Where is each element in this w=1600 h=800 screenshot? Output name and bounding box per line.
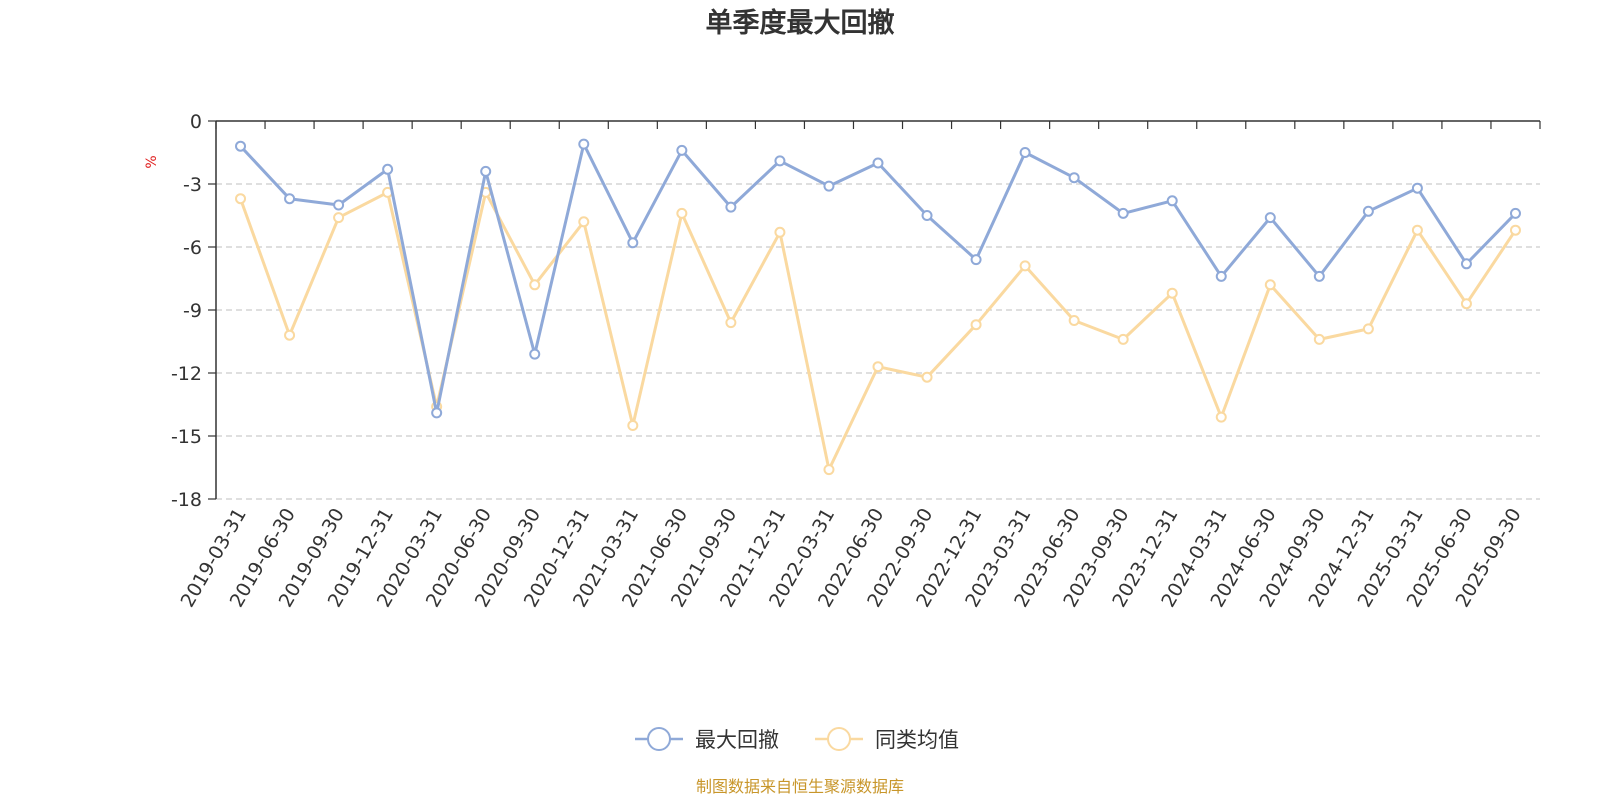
data-point[interactable] xyxy=(970,319,982,331)
y-tick-label: -9 xyxy=(183,300,202,322)
data-point[interactable] xyxy=(872,361,884,373)
series-lines xyxy=(235,138,1521,476)
y-tick-label: -15 xyxy=(171,426,202,448)
data-point[interactable] xyxy=(529,348,541,360)
data-point[interactable] xyxy=(1362,323,1374,335)
data-point[interactable] xyxy=(921,210,933,221)
data-point[interactable] xyxy=(1460,258,1472,270)
data-point[interactable] xyxy=(725,201,737,213)
data-point[interactable] xyxy=(235,193,247,205)
data-point[interactable] xyxy=(823,464,835,476)
data-point[interactable] xyxy=(235,140,247,152)
data-point[interactable] xyxy=(1411,224,1423,236)
legend-label: 同类均值 xyxy=(875,728,959,752)
data-point[interactable] xyxy=(627,237,639,249)
legend-circle-marker xyxy=(647,727,671,751)
data-point[interactable] xyxy=(1460,298,1472,310)
data-point[interactable] xyxy=(1509,207,1521,219)
data-point[interactable] xyxy=(774,155,786,167)
data-point[interactable] xyxy=(1411,182,1423,194)
legend-item-1[interactable]: 最大回撤 xyxy=(635,727,779,752)
data-point[interactable] xyxy=(333,199,345,211)
data-point[interactable] xyxy=(676,207,688,219)
data-point[interactable] xyxy=(1509,224,1521,236)
legend[interactable]: 最大回撤 同类均值 xyxy=(635,727,959,752)
data-point[interactable] xyxy=(284,329,296,341)
y-tick-label: -6 xyxy=(183,237,202,259)
data-point[interactable] xyxy=(1166,287,1178,299)
data-point[interactable] xyxy=(676,144,688,156)
data-point[interactable] xyxy=(1117,207,1129,219)
data-point[interactable] xyxy=(1313,270,1325,282)
data-point[interactable] xyxy=(1362,205,1374,217)
data-point[interactable] xyxy=(823,180,835,192)
data-point[interactable] xyxy=(872,157,884,169)
data-point[interactable] xyxy=(431,407,443,419)
series-line-2 xyxy=(239,190,1517,472)
data-point[interactable] xyxy=(627,420,639,431)
data-point[interactable] xyxy=(333,212,345,224)
y-axis-unit: % xyxy=(144,155,160,168)
data-point[interactable] xyxy=(1117,333,1129,345)
data-point[interactable] xyxy=(921,371,933,383)
legend-circle-marker xyxy=(827,727,851,751)
data-point[interactable] xyxy=(1313,333,1325,345)
data-point[interactable] xyxy=(1068,315,1080,326)
data-point[interactable] xyxy=(578,216,590,228)
data-point[interactable] xyxy=(1019,147,1031,158)
data-point[interactable] xyxy=(1264,279,1276,291)
data-source-note: 制图数据来自恒生聚源数据库 xyxy=(696,777,904,796)
data-point[interactable] xyxy=(1019,260,1031,272)
y-tick-label: 0 xyxy=(190,111,202,133)
data-point[interactable] xyxy=(1215,270,1227,282)
legend-label: 最大回撤 xyxy=(695,728,779,752)
data-point[interactable] xyxy=(480,165,492,177)
grid-lines xyxy=(216,183,1540,500)
y-tick-label: -3 xyxy=(183,174,202,196)
data-point[interactable] xyxy=(578,138,590,150)
data-point[interactable] xyxy=(774,226,786,238)
data-point[interactable] xyxy=(1166,195,1178,207)
data-point[interactable] xyxy=(1215,411,1227,423)
y-tick-label: -18 xyxy=(171,489,202,511)
data-point[interactable] xyxy=(725,317,737,329)
data-point[interactable] xyxy=(970,254,982,266)
data-point[interactable] xyxy=(529,279,541,291)
legend-item-2[interactable]: 同类均值 xyxy=(815,727,959,752)
data-point[interactable] xyxy=(1264,212,1276,224)
chart-title: 单季度最大回撤 xyxy=(706,7,895,39)
y-tick-label: -12 xyxy=(171,363,202,385)
data-point[interactable] xyxy=(382,163,394,175)
axes: 0-3-6-9-12-15-182019-03-312019-06-302019… xyxy=(171,111,1541,611)
data-point[interactable] xyxy=(1068,172,1080,184)
data-point[interactable] xyxy=(284,193,296,205)
